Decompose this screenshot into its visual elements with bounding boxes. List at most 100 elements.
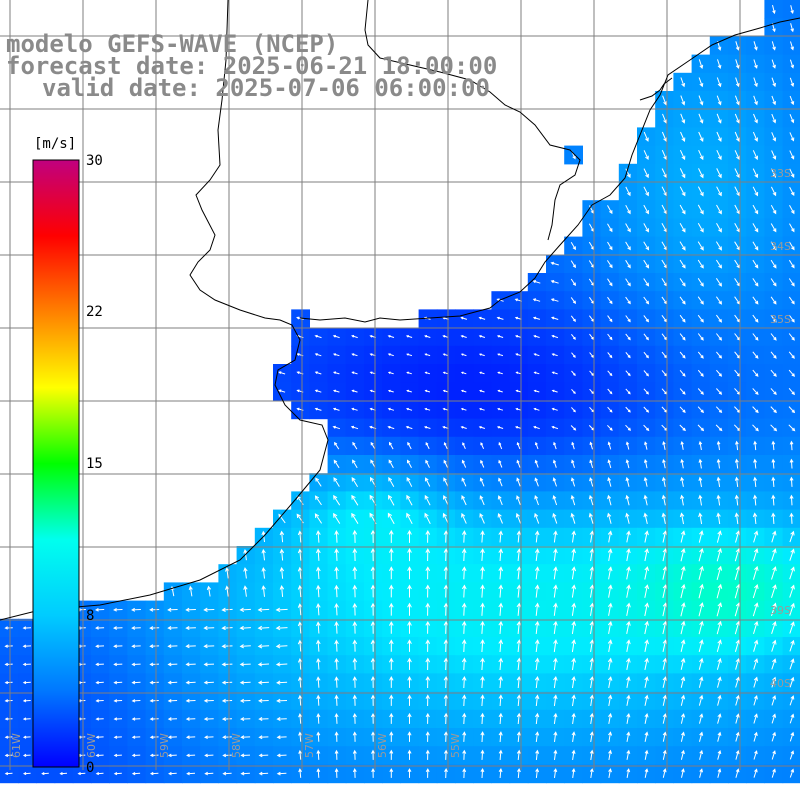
- wind-arrow: [478, 353, 485, 357]
- wind-arrow: [185, 698, 196, 703]
- wind-arrow: [644, 566, 650, 580]
- wind-arrow: [789, 731, 795, 742]
- wind-arrow: [753, 713, 758, 724]
- wind-arrow: [607, 296, 613, 305]
- wind-arrow: [589, 548, 595, 561]
- wind-arrow: [789, 530, 795, 543]
- wind-arrow: [497, 512, 503, 524]
- wind-arrow: [203, 625, 215, 631]
- wind-arrow: [425, 548, 431, 562]
- wind-arrow: [534, 639, 540, 653]
- wind-arrow: [607, 223, 613, 233]
- wind-arrow: [407, 657, 412, 670]
- wind-arrow: [735, 440, 739, 451]
- wind-arrow: [22, 662, 31, 667]
- wind-arrow: [185, 644, 196, 649]
- wind-arrow: [315, 477, 322, 487]
- wind-arrow: [643, 406, 650, 413]
- wind-arrow: [570, 260, 576, 269]
- wind-arrow: [4, 735, 13, 739]
- wind-arrow: [770, 351, 777, 359]
- wind-arrow: [644, 639, 649, 653]
- wind-arrow: [350, 425, 359, 430]
- wind-arrow: [753, 59, 758, 69]
- wind-arrow: [607, 333, 613, 341]
- wind-arrow: [351, 494, 359, 506]
- wind-arrow: [607, 639, 613, 652]
- wind-arrow: [680, 547, 686, 562]
- wind-arrow: [789, 602, 795, 616]
- wind-arrow: [571, 530, 576, 543]
- wind-arrow: [752, 186, 759, 197]
- wind-arrow: [387, 425, 395, 430]
- wind-arrow: [770, 314, 777, 323]
- wind-arrow: [460, 426, 467, 429]
- wind-arrow: [770, 241, 777, 251]
- wind-arrow: [298, 694, 303, 706]
- wind-arrow: [461, 620, 467, 634]
- wind-arrow: [406, 476, 413, 487]
- wind-arrow: [113, 753, 122, 758]
- wind-arrow: [698, 657, 704, 670]
- wind-arrow: [370, 621, 376, 634]
- wind-arrow: [734, 494, 739, 506]
- wind-arrow: [698, 694, 704, 706]
- wind-arrow: [442, 353, 449, 357]
- wind-arrow: [698, 639, 704, 653]
- wind-arrow: [95, 735, 104, 739]
- wind-arrow: [239, 680, 251, 685]
- wind-arrow: [314, 513, 323, 524]
- wind-arrow: [770, 369, 777, 377]
- wind-arrow: [352, 459, 358, 469]
- wind-arrow: [461, 657, 467, 671]
- wind-arrow: [625, 296, 631, 305]
- wind-arrow: [680, 95, 686, 106]
- wind-arrow: [753, 77, 758, 88]
- wind-arrow: [316, 566, 321, 580]
- wind-arrow: [498, 694, 503, 707]
- wind-arrow: [276, 753, 287, 758]
- wind-arrow: [717, 676, 722, 688]
- wind-arrow: [516, 694, 522, 707]
- wind-arrow: [553, 584, 558, 598]
- wind-arrow: [388, 602, 394, 616]
- wind-arrow: [589, 530, 595, 543]
- wind-arrow: [533, 371, 540, 375]
- wind-arrow: [698, 113, 704, 124]
- wind-arrow: [679, 333, 686, 341]
- wind-arrow: [388, 494, 395, 506]
- wind-arrow: [424, 494, 431, 506]
- wind-arrow: [4, 626, 13, 630]
- wind-arrow: [222, 771, 232, 776]
- wind-arrow: [734, 458, 739, 469]
- wind-arrow: [697, 333, 704, 341]
- wind-arrow: [315, 530, 321, 543]
- wind-arrow: [753, 458, 758, 469]
- wind-arrow: [735, 530, 741, 543]
- wind-arrow: [679, 149, 686, 161]
- wind-arrow: [679, 351, 686, 359]
- wind-arrow: [716, 512, 721, 525]
- wind-arrow: [480, 749, 485, 760]
- wind-arrow: [662, 749, 667, 760]
- wind-arrow: [715, 296, 722, 305]
- wind-arrow: [679, 168, 686, 179]
- lat-label: 40S: [770, 677, 791, 690]
- wind-arrow: [370, 441, 376, 450]
- wind-arrow: [716, 149, 722, 161]
- wind-arrow: [643, 204, 649, 215]
- wind-arrow: [276, 771, 287, 776]
- wind-arrow: [352, 694, 357, 706]
- wind-arrow: [644, 620, 649, 635]
- wind-arrow: [480, 639, 485, 653]
- wind-arrow: [534, 459, 539, 468]
- wind-arrow: [186, 771, 196, 776]
- wind-arrow: [498, 767, 503, 779]
- wind-arrow: [535, 749, 540, 760]
- wind-arrow: [425, 694, 430, 707]
- wind-arrow: [788, 278, 795, 287]
- wind-arrow: [680, 620, 686, 635]
- wind-arrow: [752, 204, 759, 215]
- wind-arrow: [589, 620, 595, 634]
- wind-arrow: [206, 585, 212, 597]
